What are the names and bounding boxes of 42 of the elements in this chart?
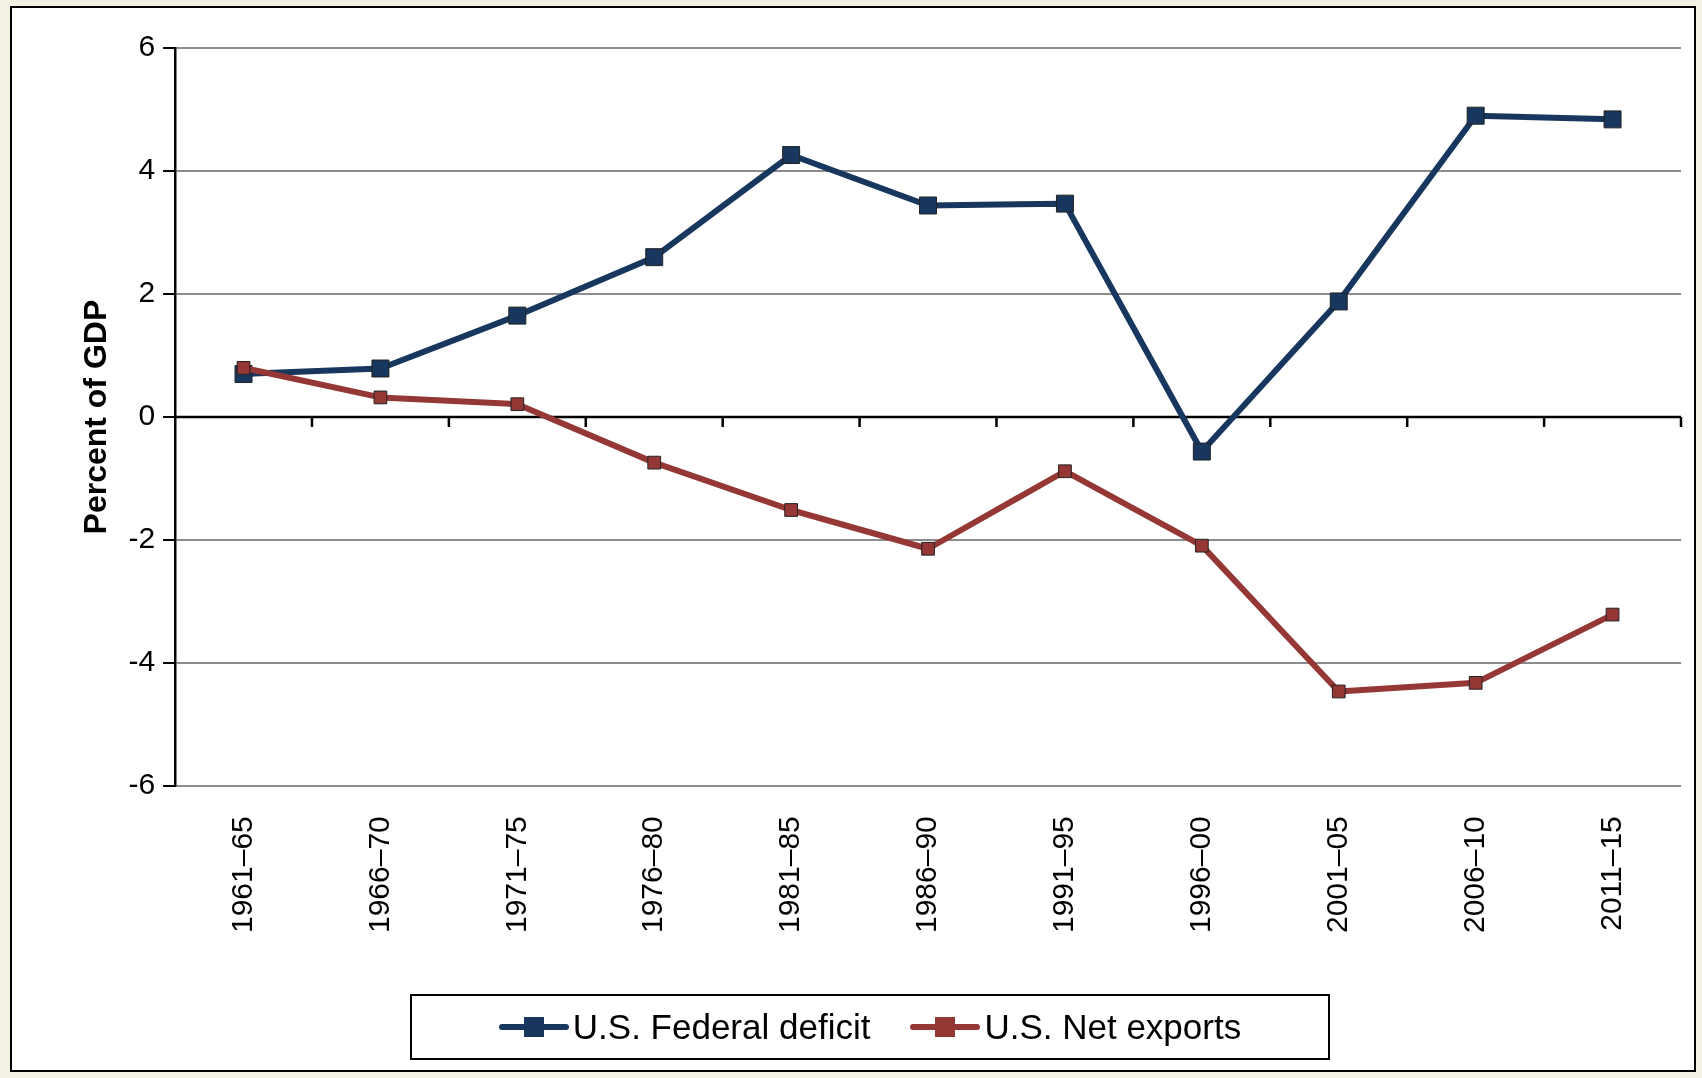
x-tick-label: 1981–85 (772, 816, 806, 933)
point (919, 196, 938, 215)
y-tick-label: -2 (128, 521, 156, 555)
x-tick-label: 1991–95 (1046, 816, 1080, 933)
point (1055, 194, 1074, 213)
point (1058, 464, 1072, 479)
x-tick-label: 1966–70 (361, 816, 395, 933)
legend-label: U.S. Net exports (984, 1007, 1242, 1047)
point (782, 146, 801, 165)
x-tick-label: 1961–65 (224, 816, 258, 933)
point (784, 503, 798, 517)
point (1603, 110, 1622, 129)
point (1468, 676, 1483, 690)
point (1329, 292, 1348, 311)
x-tick-label: 1996–00 (1183, 816, 1217, 933)
point (647, 455, 662, 470)
x-tick-label: 2001–05 (1320, 816, 1354, 933)
y-tick-label: 4 (138, 152, 156, 186)
x-tick-label: 2006–10 (1456, 816, 1490, 933)
x-tick-label: 2011–15 (1593, 816, 1627, 931)
y-tick-label: 2 (138, 275, 156, 309)
point (1466, 106, 1485, 125)
point (921, 541, 935, 556)
point (508, 306, 527, 325)
point (1194, 538, 1209, 553)
point (373, 390, 388, 405)
point (236, 361, 251, 375)
x-tick-label: 1976–80 (635, 816, 669, 933)
y-tick-label: -6 (128, 767, 156, 801)
point (1331, 684, 1346, 699)
point (1605, 607, 1620, 622)
y-tick-label: 0 (138, 398, 156, 432)
point (371, 359, 390, 378)
y-axis-title: Percent of GDP (77, 299, 114, 535)
y-tick-label: -4 (128, 644, 156, 678)
point (645, 248, 664, 267)
point (510, 397, 525, 412)
y-tick-label: 6 (138, 29, 156, 63)
legend-label: U.S. Federal deficit (572, 1007, 871, 1047)
point (1192, 442, 1211, 461)
x-tick-label: 1971–75 (498, 816, 532, 933)
x-tick-label: 1986–90 (909, 816, 943, 933)
